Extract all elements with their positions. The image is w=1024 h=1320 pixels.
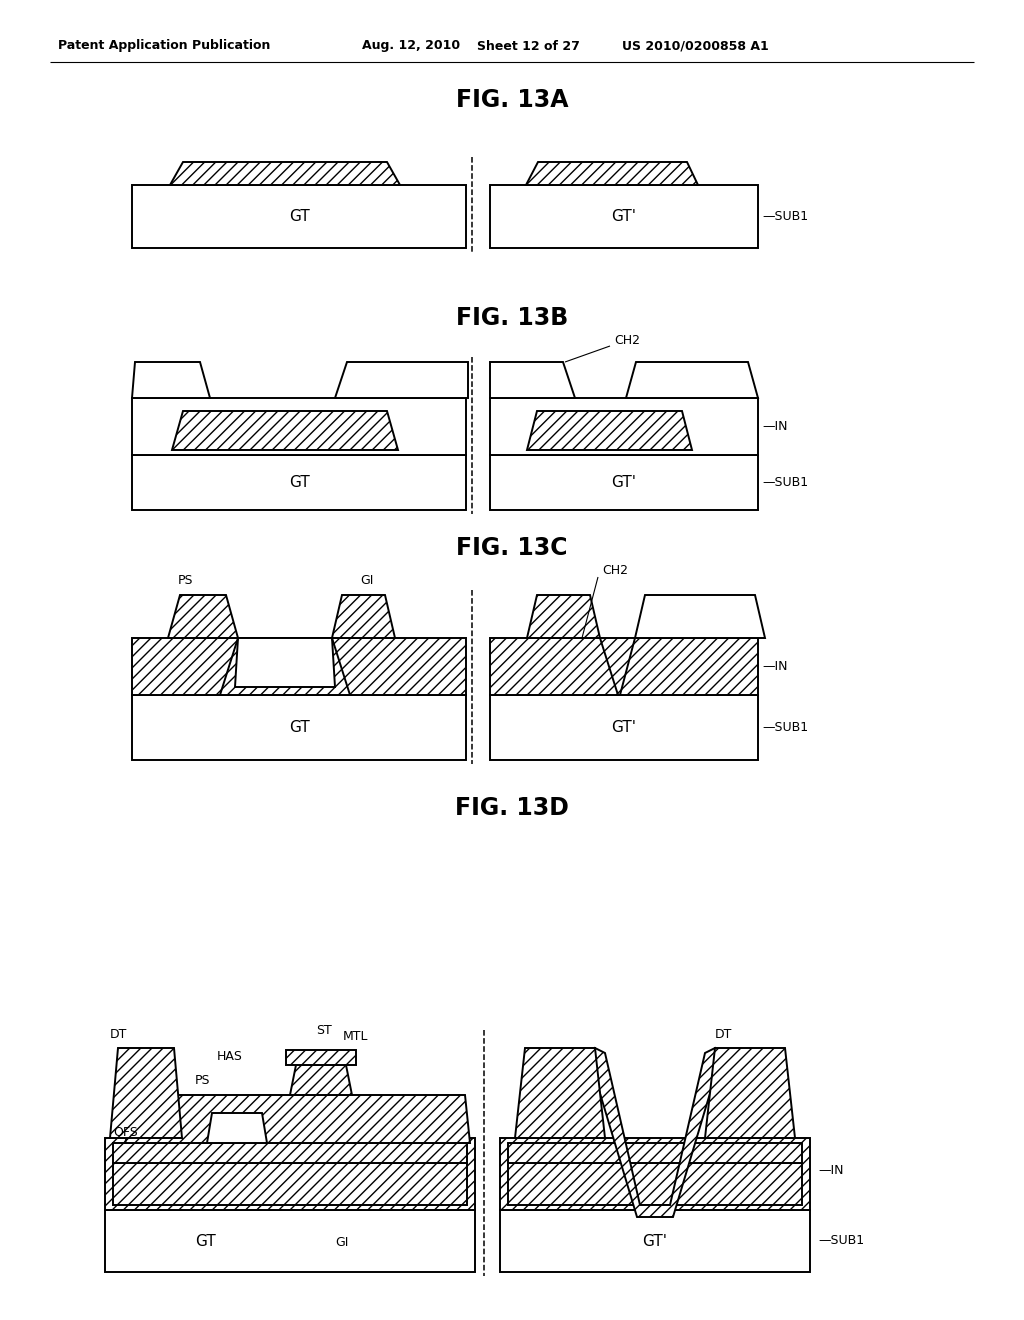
Text: Aug. 12, 2010: Aug. 12, 2010 <box>362 40 460 53</box>
Text: Patent Application Publication: Patent Application Publication <box>58 40 270 53</box>
Text: ST: ST <box>316 1024 332 1038</box>
Bar <box>132 185 466 248</box>
Text: FIG. 13A: FIG. 13A <box>456 88 568 112</box>
Polygon shape <box>626 362 758 399</box>
Polygon shape <box>286 1049 356 1065</box>
Bar <box>500 1138 810 1210</box>
Text: DT: DT <box>715 1027 732 1040</box>
Text: —SUB1: —SUB1 <box>818 1234 864 1247</box>
Polygon shape <box>526 162 698 185</box>
Bar <box>490 185 758 248</box>
Bar <box>105 1138 475 1210</box>
Bar <box>132 399 466 455</box>
Text: PS: PS <box>178 574 194 587</box>
Text: CH2: CH2 <box>614 334 640 346</box>
Text: —IN: —IN <box>818 1164 844 1177</box>
Bar <box>490 455 758 510</box>
Polygon shape <box>332 595 395 638</box>
Text: —SUB1: —SUB1 <box>762 477 808 488</box>
Text: —SUB1: —SUB1 <box>762 210 808 223</box>
Text: GT': GT' <box>642 1233 668 1249</box>
Text: GT': GT' <box>611 475 637 490</box>
Bar <box>132 638 466 696</box>
Polygon shape <box>234 638 335 686</box>
Bar <box>113 1143 467 1163</box>
Bar <box>105 1210 475 1272</box>
Text: GT: GT <box>289 209 309 224</box>
Text: GT': GT' <box>611 719 637 735</box>
Polygon shape <box>110 1048 182 1138</box>
Text: FIG. 13C: FIG. 13C <box>457 536 567 560</box>
Text: GI: GI <box>360 574 374 587</box>
Text: PS: PS <box>195 1074 211 1088</box>
Text: MTL: MTL <box>343 1030 369 1043</box>
Text: FIG. 13D: FIG. 13D <box>455 796 569 820</box>
Text: —IN: —IN <box>762 660 787 673</box>
Polygon shape <box>125 1096 470 1143</box>
Polygon shape <box>490 362 575 399</box>
Bar <box>508 1143 802 1163</box>
Bar <box>490 399 758 455</box>
Text: GT': GT' <box>611 209 637 224</box>
Text: GT: GT <box>289 475 309 490</box>
Text: —IN: —IN <box>762 420 787 433</box>
Polygon shape <box>207 1113 267 1143</box>
Polygon shape <box>168 595 238 638</box>
Text: OFS: OFS <box>113 1126 138 1139</box>
Text: —SUB1: —SUB1 <box>762 721 808 734</box>
Polygon shape <box>527 411 692 450</box>
Text: US 2010/0200858 A1: US 2010/0200858 A1 <box>622 40 769 53</box>
Polygon shape <box>335 362 468 399</box>
Text: GT: GT <box>195 1233 215 1249</box>
Text: Sheet 12 of 27: Sheet 12 of 27 <box>477 40 580 53</box>
Polygon shape <box>290 1065 352 1096</box>
Text: HAS: HAS <box>217 1051 243 1064</box>
Polygon shape <box>527 595 600 638</box>
Polygon shape <box>172 411 398 450</box>
Text: FIG. 13B: FIG. 13B <box>456 306 568 330</box>
Polygon shape <box>515 1048 605 1138</box>
Text: GT: GT <box>289 719 309 735</box>
Bar <box>132 455 466 510</box>
Polygon shape <box>170 162 400 185</box>
Polygon shape <box>635 595 765 638</box>
Text: CH2: CH2 <box>602 565 628 578</box>
Polygon shape <box>132 362 210 399</box>
Bar <box>500 1210 810 1272</box>
Bar <box>508 1163 802 1205</box>
Polygon shape <box>590 1048 720 1217</box>
Bar <box>490 696 758 760</box>
Bar <box>113 1163 467 1205</box>
Bar <box>490 638 758 696</box>
Polygon shape <box>705 1048 795 1138</box>
Bar <box>132 696 466 760</box>
Text: GI: GI <box>335 1237 348 1250</box>
Text: DT: DT <box>110 1027 127 1040</box>
